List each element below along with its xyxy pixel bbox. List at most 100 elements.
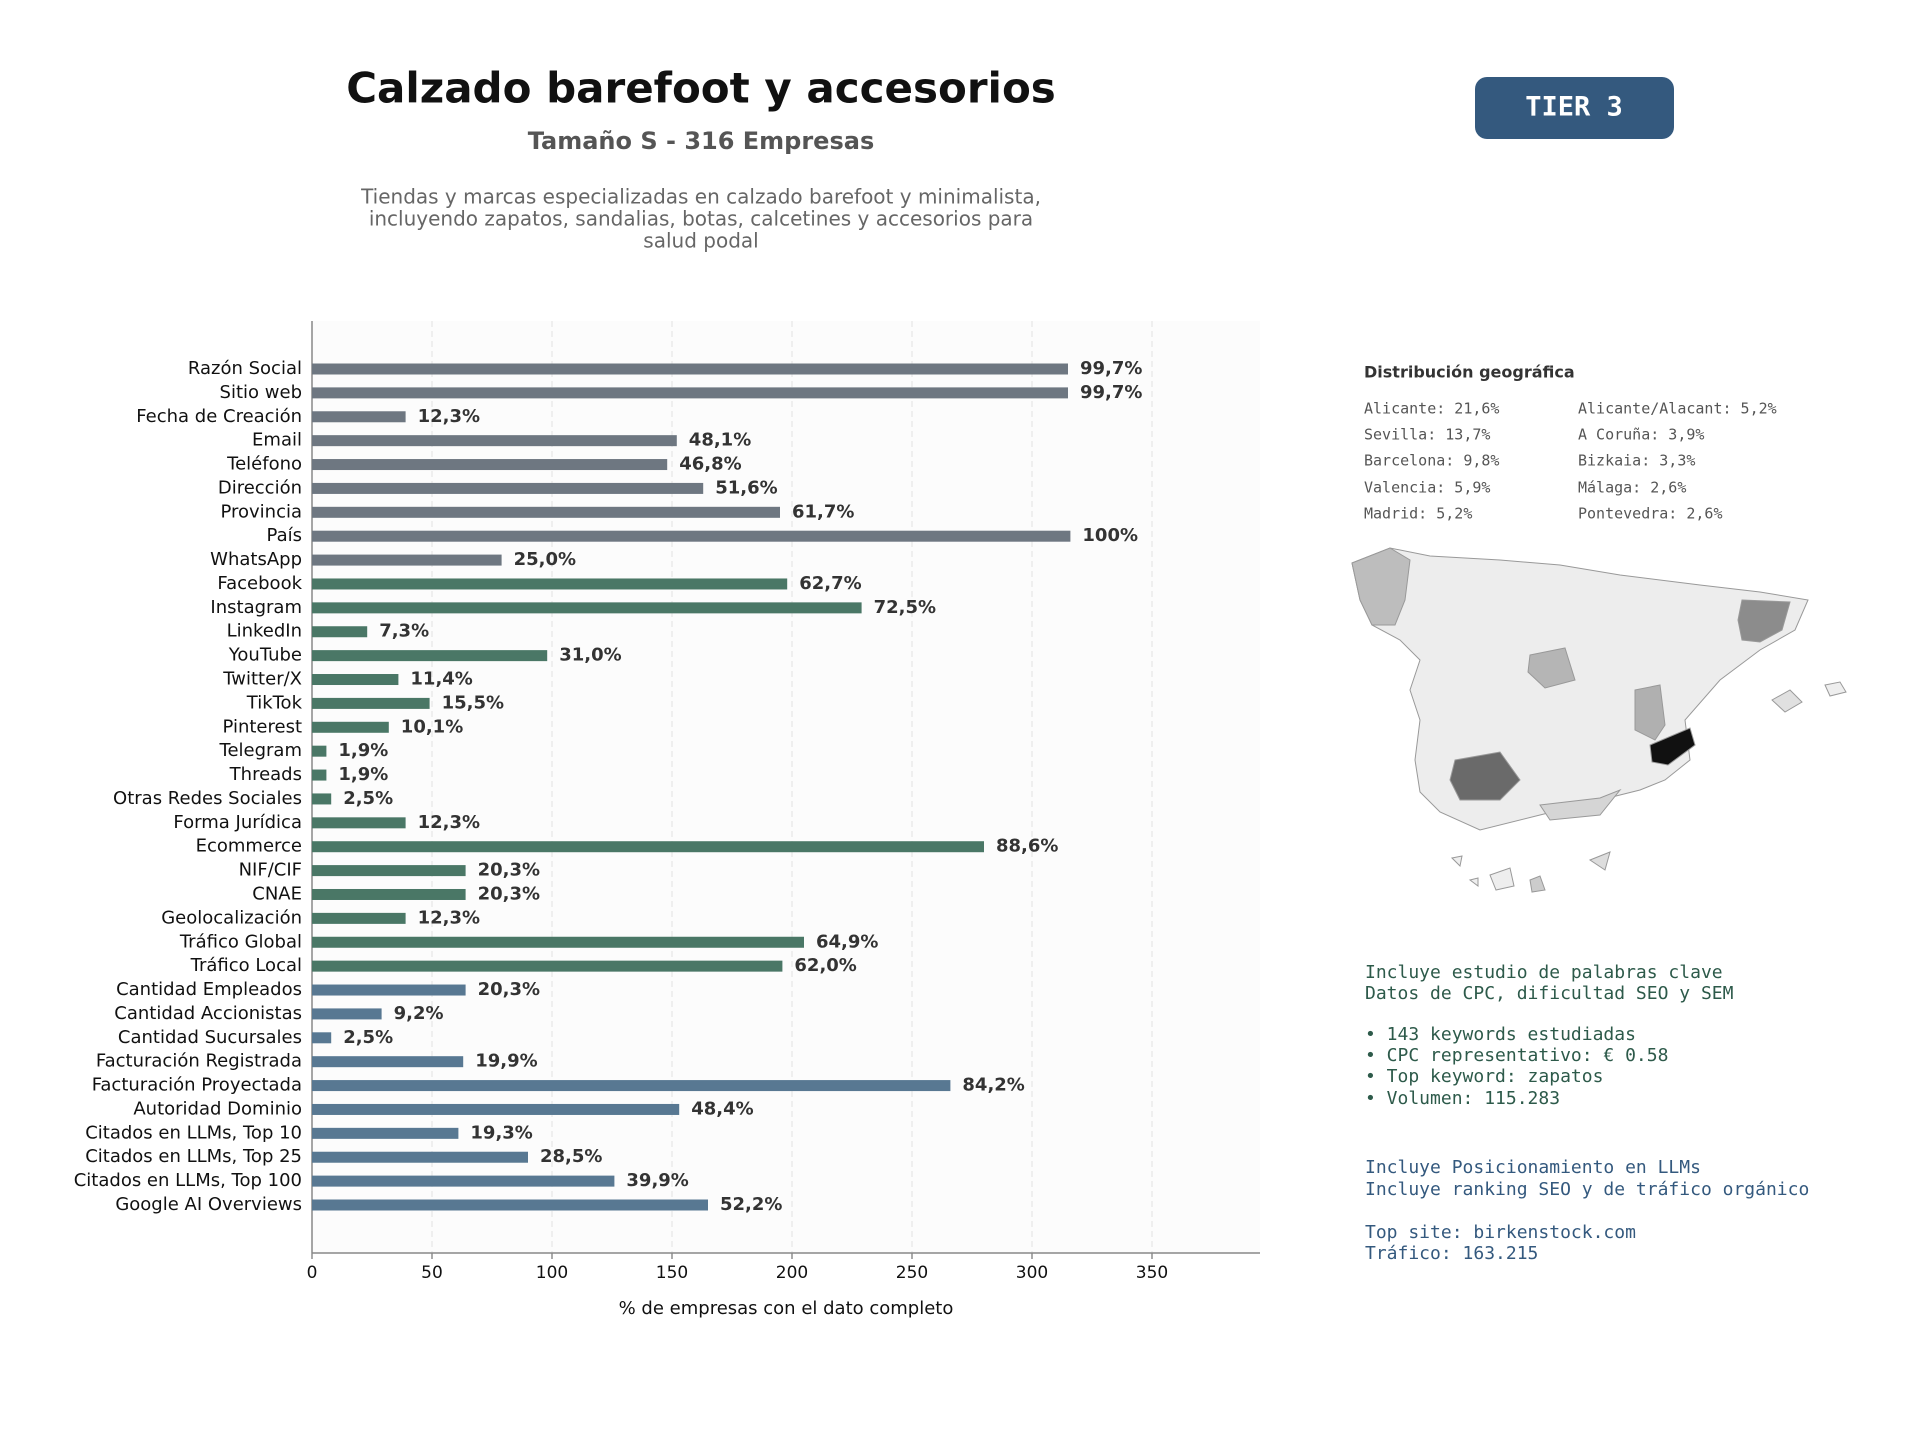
y-tick-label: Tráfico Local bbox=[190, 955, 302, 976]
y-tick-label: YouTube bbox=[228, 645, 302, 666]
y-tick-label: Citados en LLMs, Top 10 bbox=[85, 1122, 302, 1143]
y-tick-label: WhatsApp bbox=[210, 549, 302, 570]
bar bbox=[312, 769, 327, 781]
value-label: 88,6% bbox=[996, 836, 1058, 857]
geo-entry: A Coruña: 3,9% bbox=[1578, 426, 1704, 444]
bar bbox=[312, 1175, 615, 1187]
y-tick-label: Ecommerce bbox=[196, 836, 302, 857]
value-label: 1,9% bbox=[338, 764, 388, 785]
bar bbox=[312, 960, 783, 972]
value-label: 46,8% bbox=[679, 454, 741, 475]
y-tick-label: Facturación Registrada bbox=[96, 1051, 302, 1072]
bar bbox=[312, 1199, 708, 1211]
y-tick-label: Geolocalización bbox=[161, 907, 302, 928]
value-label: 1,9% bbox=[338, 740, 388, 761]
geo-entry: Alicante/Alacant: 5,2% bbox=[1578, 400, 1777, 418]
y-tick-label: Citados en LLMs, Top 25 bbox=[85, 1146, 302, 1167]
y-tick-label: Twitter/X bbox=[222, 669, 302, 690]
keywords-text: Datos de CPC, dificultad SEO y SEM bbox=[1365, 983, 1734, 1004]
bar bbox=[312, 793, 332, 805]
y-tick-label: Dirección bbox=[218, 477, 302, 498]
value-label: 15,5% bbox=[442, 692, 504, 713]
y-tick-label: Telegram bbox=[219, 740, 302, 761]
y-tick-label: Cantidad Accionistas bbox=[114, 1003, 302, 1024]
keywords-bullet: • CPC representativo: € 0.58 bbox=[1365, 1045, 1668, 1066]
bar bbox=[312, 865, 466, 877]
bar bbox=[312, 363, 1068, 375]
value-label: 72,5% bbox=[874, 597, 936, 618]
keywords-text: Incluye estudio de palabras clave bbox=[1365, 962, 1723, 983]
value-label: 19,9% bbox=[475, 1051, 537, 1072]
geo-title: Distribución geográfica bbox=[1364, 363, 1575, 382]
bar bbox=[312, 1151, 528, 1163]
value-label: 31,0% bbox=[559, 645, 621, 666]
description: incluyendo zapatos, sandalias, botas, ca… bbox=[369, 207, 1033, 231]
y-tick-label: Forma Jurídica bbox=[173, 812, 302, 833]
bar bbox=[312, 554, 502, 566]
geo-entry: Madrid: 5,2% bbox=[1364, 505, 1472, 523]
value-label: 12,3% bbox=[418, 907, 480, 928]
value-label: 52,2% bbox=[720, 1194, 782, 1215]
llm-text: Incluye ranking SEO y de tráfico orgánic… bbox=[1365, 1179, 1809, 1200]
value-label: 64,9% bbox=[816, 931, 878, 952]
description: Tiendas y marcas especializadas en calza… bbox=[360, 185, 1041, 209]
geo-entry: Barcelona: 9,8% bbox=[1364, 452, 1499, 470]
keywords-bullet: • 143 keywords estudiadas bbox=[1365, 1024, 1636, 1045]
bar bbox=[312, 1032, 332, 1044]
geo-list: Alicante: 21,6% Sevilla: 13,7% Barcelona: … bbox=[1364, 400, 1777, 523]
description: salud podal bbox=[643, 229, 758, 253]
value-label: 2,5% bbox=[343, 1027, 393, 1048]
bar bbox=[312, 650, 548, 662]
value-label: 99,7% bbox=[1080, 358, 1142, 379]
value-label: 12,3% bbox=[418, 406, 480, 427]
y-tick-label: País bbox=[267, 525, 302, 546]
bar bbox=[312, 697, 430, 709]
x-tick-label: 0 bbox=[307, 1263, 318, 1283]
y-tick-label: Tráfico Global bbox=[179, 931, 302, 952]
y-tick-label: CNAE bbox=[252, 883, 302, 904]
bar bbox=[312, 912, 406, 924]
bar bbox=[312, 506, 780, 518]
bar bbox=[312, 817, 406, 829]
value-label: 61,7% bbox=[792, 501, 854, 522]
value-label: 12,3% bbox=[418, 812, 480, 833]
y-tick-label: Google AI Overviews bbox=[115, 1194, 302, 1215]
y-tick-label: Citados en LLMs, Top 100 bbox=[74, 1170, 302, 1191]
value-label: 20,3% bbox=[478, 883, 540, 904]
bar bbox=[312, 1103, 680, 1115]
y-tick-label: Sitio web bbox=[220, 382, 302, 403]
value-label: 9,2% bbox=[394, 1003, 444, 1024]
y-tick-label: Instagram bbox=[210, 597, 302, 618]
keywords-bullet: • Volumen: 115.283 bbox=[1365, 1088, 1560, 1109]
y-tick-label: Autoridad Dominio bbox=[133, 1098, 302, 1119]
badge-text: TIER 3 bbox=[1525, 92, 1623, 123]
bar bbox=[312, 745, 327, 757]
y-tick-label: NIF/CIF bbox=[239, 860, 302, 881]
y-tick-label: Pinterest bbox=[222, 716, 302, 737]
y-tick-label: Razón Social bbox=[188, 358, 302, 379]
value-label: 19,3% bbox=[470, 1122, 532, 1143]
plot-area bbox=[312, 321, 1260, 1253]
bar bbox=[312, 435, 677, 447]
y-tick-label: Fecha de Creación bbox=[136, 406, 302, 427]
bar bbox=[312, 674, 399, 686]
x-tick-label: 150 bbox=[656, 1263, 688, 1283]
x-tick-label: 200 bbox=[776, 1263, 808, 1283]
badge bbox=[1475, 77, 1674, 139]
bar bbox=[312, 602, 862, 614]
geo-entry: Málaga: 2,6% bbox=[1578, 479, 1686, 497]
y-tick-label: Facebook bbox=[217, 573, 302, 594]
title: Calzado barefoot y accesorios bbox=[346, 64, 1056, 113]
bar bbox=[312, 936, 804, 948]
bar bbox=[312, 888, 466, 900]
llm-text: Top site: birkenstock.com bbox=[1365, 1222, 1636, 1243]
bar bbox=[312, 578, 788, 590]
bar bbox=[312, 411, 406, 423]
value-label: 48,4% bbox=[691, 1098, 753, 1119]
bar bbox=[312, 482, 704, 494]
y-tick-label: Facturación Proyectada bbox=[92, 1075, 302, 1096]
x-axis-label: % de empresas con el dato completo bbox=[619, 1298, 954, 1319]
llm-text: Tráfico: 163.215 bbox=[1365, 1243, 1538, 1264]
bar bbox=[312, 841, 984, 853]
x-tick-label: 250 bbox=[896, 1263, 928, 1283]
